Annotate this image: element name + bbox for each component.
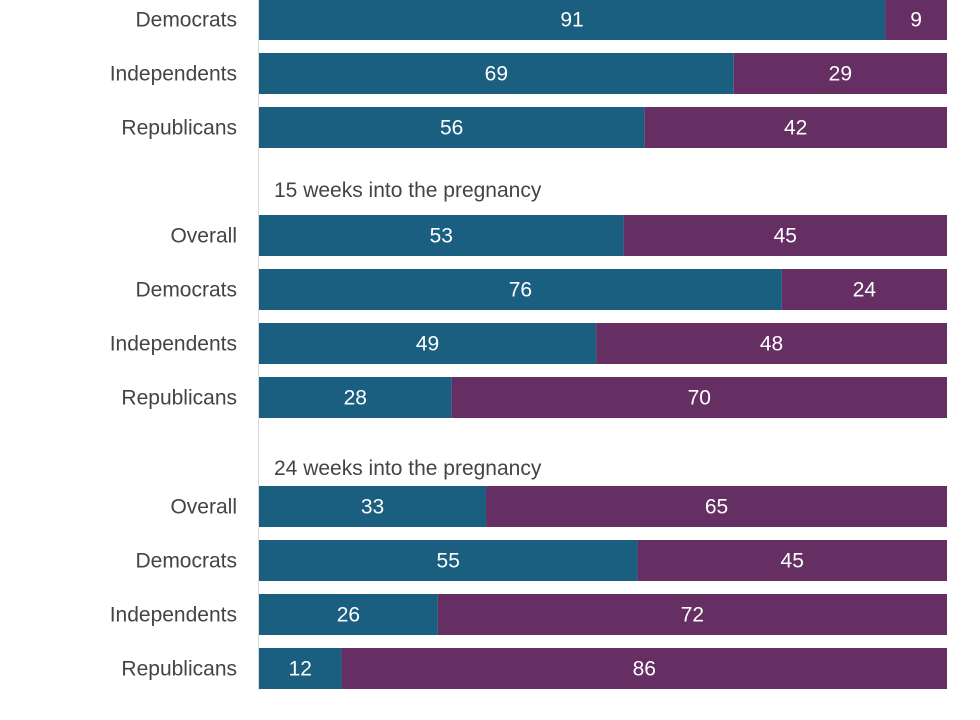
bar-segment-first xyxy=(259,377,452,418)
group-title: 15 weeks into the pregnancy xyxy=(274,179,542,202)
row-label: Independents xyxy=(110,333,237,356)
bar-segment-first xyxy=(259,0,886,40)
data-label: 72 xyxy=(681,604,704,627)
bar-segment-second xyxy=(637,540,947,581)
data-label: 91 xyxy=(560,9,583,32)
data-label: 53 xyxy=(430,225,453,248)
bar-segment-second xyxy=(596,323,947,364)
data-label: 86 xyxy=(633,658,656,681)
data-label: 45 xyxy=(774,225,797,248)
data-label: 42 xyxy=(784,117,807,140)
data-label: 29 xyxy=(829,63,852,86)
bar-segment-second xyxy=(623,215,947,256)
bar-segment-second xyxy=(644,107,947,148)
data-label: 49 xyxy=(416,333,439,356)
bar-segment-second xyxy=(437,594,947,635)
data-label: 26 xyxy=(337,604,360,627)
bar-segment-second xyxy=(733,53,947,94)
bar-segment-first xyxy=(259,269,782,310)
data-label: 12 xyxy=(289,658,312,681)
bar-segment-first xyxy=(259,323,597,364)
bar-segment-second xyxy=(781,269,947,310)
bar-segment-first xyxy=(259,540,638,581)
data-label: 33 xyxy=(361,496,384,519)
data-label: 65 xyxy=(705,496,728,519)
bar-segment-second xyxy=(451,377,947,418)
bar-segment-first xyxy=(259,53,734,94)
row-label: Democrats xyxy=(135,550,237,573)
row-label: Independents xyxy=(110,604,237,627)
bar-segment-second xyxy=(341,648,947,689)
row-label: Republicans xyxy=(121,387,237,410)
data-label: 45 xyxy=(781,550,804,573)
bar-segment-first xyxy=(259,215,624,256)
bar-segment-first xyxy=(259,648,342,689)
row-label: Republicans xyxy=(121,658,237,681)
group-title: 24 weeks into the pregnancy xyxy=(274,457,542,480)
bar-segment-second xyxy=(486,486,947,527)
row-label: Republicans xyxy=(121,117,237,140)
row-label: Democrats xyxy=(135,9,237,32)
row-label: Overall xyxy=(170,496,237,519)
bar-segment-first xyxy=(259,594,438,635)
data-label: 70 xyxy=(688,387,711,410)
bar-segment-second xyxy=(885,0,947,40)
row-label: Independents xyxy=(110,63,237,86)
data-label: 9 xyxy=(910,9,922,32)
data-label: 69 xyxy=(485,63,508,86)
data-label: 48 xyxy=(760,333,783,356)
bar-segment-first xyxy=(259,107,645,148)
row-label: Democrats xyxy=(135,279,237,302)
data-label: 56 xyxy=(440,117,463,140)
data-label: 28 xyxy=(344,387,367,410)
data-label: 76 xyxy=(509,279,532,302)
data-label: 24 xyxy=(853,279,877,302)
row-label: Overall xyxy=(170,225,237,248)
bar-segment-first xyxy=(259,486,487,527)
data-label: 55 xyxy=(437,550,460,573)
